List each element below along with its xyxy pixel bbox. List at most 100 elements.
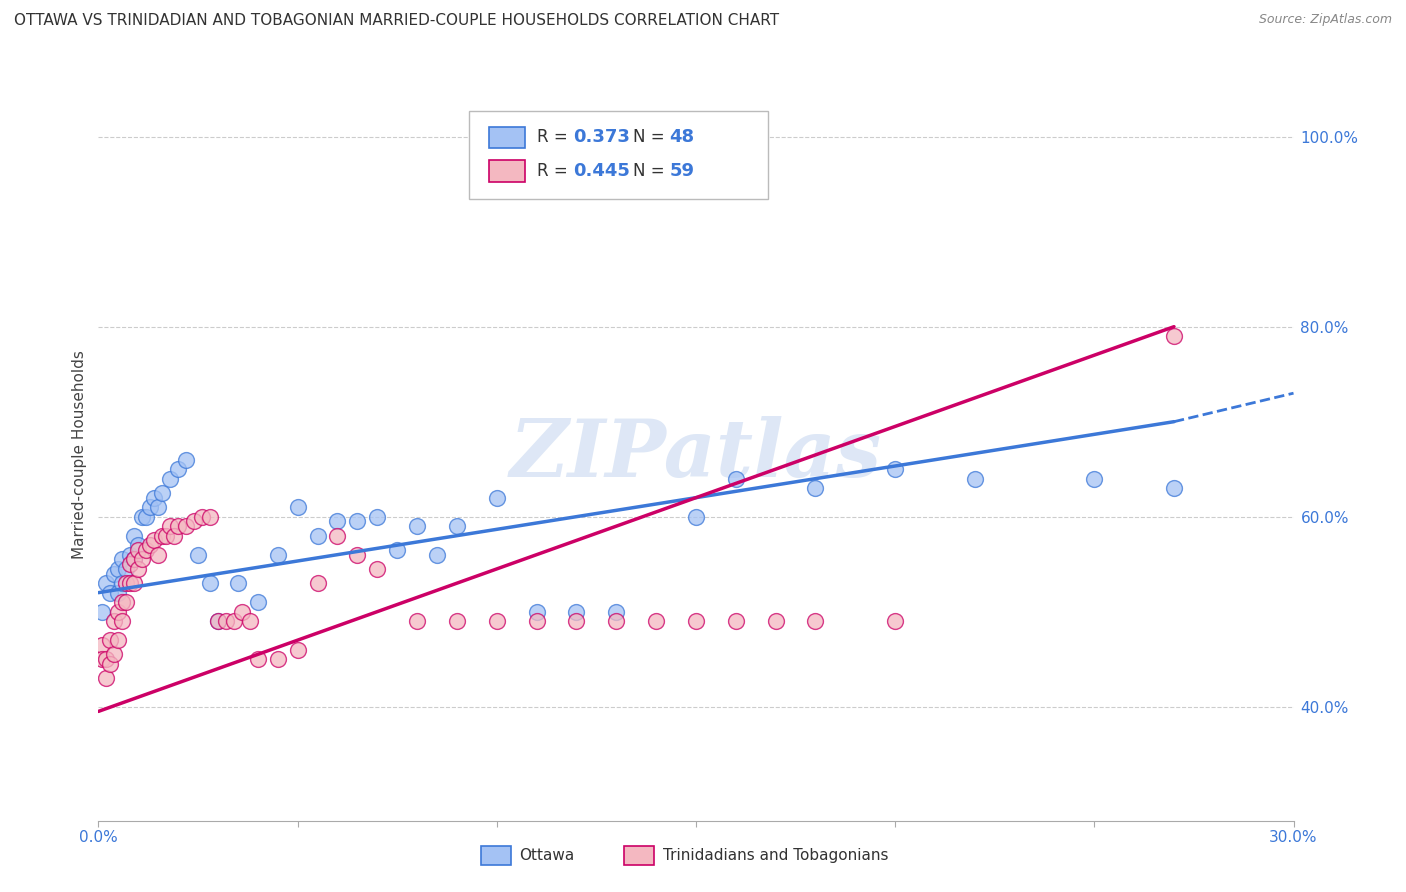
- Point: [103, 614, 125, 628]
- Point: [135, 509, 157, 524]
- Text: 59: 59: [669, 162, 695, 180]
- Point: [111, 552, 134, 566]
- Point: [366, 562, 388, 576]
- Text: Trinidadians and Tobagonians: Trinidadians and Tobagonians: [662, 847, 889, 863]
- Point: [163, 529, 186, 543]
- Point: [198, 576, 221, 591]
- Point: [100, 585, 122, 599]
- Point: [605, 614, 627, 628]
- Point: [107, 633, 129, 648]
- Point: [111, 595, 134, 609]
- Point: [183, 515, 205, 529]
- Text: ZIPatlas: ZIPatlas: [510, 417, 882, 493]
- Point: [120, 557, 142, 571]
- Point: [685, 509, 707, 524]
- Point: [159, 519, 181, 533]
- Point: [207, 614, 229, 628]
- Point: [96, 652, 118, 666]
- Point: [307, 576, 329, 591]
- Point: [100, 633, 122, 648]
- Point: [724, 472, 747, 486]
- Point: [111, 576, 134, 591]
- Text: N =: N =: [633, 128, 669, 145]
- Point: [963, 472, 986, 486]
- Bar: [489, 127, 524, 148]
- Point: [91, 638, 114, 652]
- Point: [804, 614, 827, 628]
- Point: [198, 509, 221, 524]
- Point: [148, 500, 170, 515]
- Point: [107, 585, 129, 599]
- Point: [143, 533, 166, 548]
- Point: [884, 614, 907, 628]
- Point: [246, 595, 269, 609]
- Bar: [481, 847, 510, 864]
- Point: [526, 605, 548, 619]
- Point: [246, 652, 269, 666]
- Point: [148, 548, 170, 562]
- Point: [127, 538, 149, 552]
- Point: [406, 614, 429, 628]
- Point: [107, 562, 129, 576]
- Text: 0.445: 0.445: [572, 162, 630, 180]
- Point: [100, 657, 122, 671]
- Point: [446, 614, 468, 628]
- Bar: [489, 161, 524, 182]
- Point: [111, 614, 134, 628]
- Text: 48: 48: [669, 128, 695, 145]
- Point: [150, 486, 173, 500]
- Point: [127, 542, 149, 557]
- Bar: [624, 847, 654, 864]
- Point: [485, 491, 508, 505]
- Point: [124, 576, 146, 591]
- Point: [115, 562, 138, 576]
- Point: [346, 515, 368, 529]
- Point: [605, 605, 627, 619]
- Point: [159, 472, 181, 486]
- Point: [239, 614, 262, 628]
- Point: [103, 648, 125, 662]
- Text: 0.373: 0.373: [572, 128, 630, 145]
- Point: [307, 529, 329, 543]
- Point: [115, 595, 138, 609]
- Point: [565, 614, 588, 628]
- Point: [765, 614, 787, 628]
- Point: [287, 642, 309, 657]
- Point: [485, 614, 508, 628]
- Point: [267, 652, 290, 666]
- Point: [1163, 481, 1185, 495]
- Point: [191, 509, 214, 524]
- Point: [174, 452, 197, 467]
- Point: [215, 614, 238, 628]
- Point: [124, 552, 146, 566]
- Point: [346, 548, 368, 562]
- Text: OTTAWA VS TRINIDADIAN AND TOBAGONIAN MARRIED-COUPLE HOUSEHOLDS CORRELATION CHART: OTTAWA VS TRINIDADIAN AND TOBAGONIAN MAR…: [14, 13, 779, 29]
- Point: [884, 462, 907, 476]
- Point: [96, 576, 118, 591]
- Point: [724, 614, 747, 628]
- Point: [645, 614, 668, 628]
- FancyBboxPatch shape: [470, 112, 768, 199]
- Point: [222, 614, 245, 628]
- Point: [187, 548, 209, 562]
- Point: [565, 605, 588, 619]
- Point: [107, 605, 129, 619]
- Point: [526, 614, 548, 628]
- Point: [155, 529, 177, 543]
- Text: R =: R =: [537, 128, 574, 145]
- Point: [167, 462, 190, 476]
- Point: [1163, 329, 1185, 343]
- Point: [91, 605, 114, 619]
- Point: [131, 552, 153, 566]
- Text: N =: N =: [633, 162, 669, 180]
- Point: [127, 562, 149, 576]
- Point: [326, 515, 349, 529]
- Point: [124, 552, 146, 566]
- Point: [685, 614, 707, 628]
- Point: [326, 529, 349, 543]
- Text: Ottawa: Ottawa: [519, 847, 574, 863]
- Text: Source: ZipAtlas.com: Source: ZipAtlas.com: [1258, 13, 1392, 27]
- Point: [103, 566, 125, 581]
- Point: [115, 576, 138, 591]
- Point: [120, 576, 142, 591]
